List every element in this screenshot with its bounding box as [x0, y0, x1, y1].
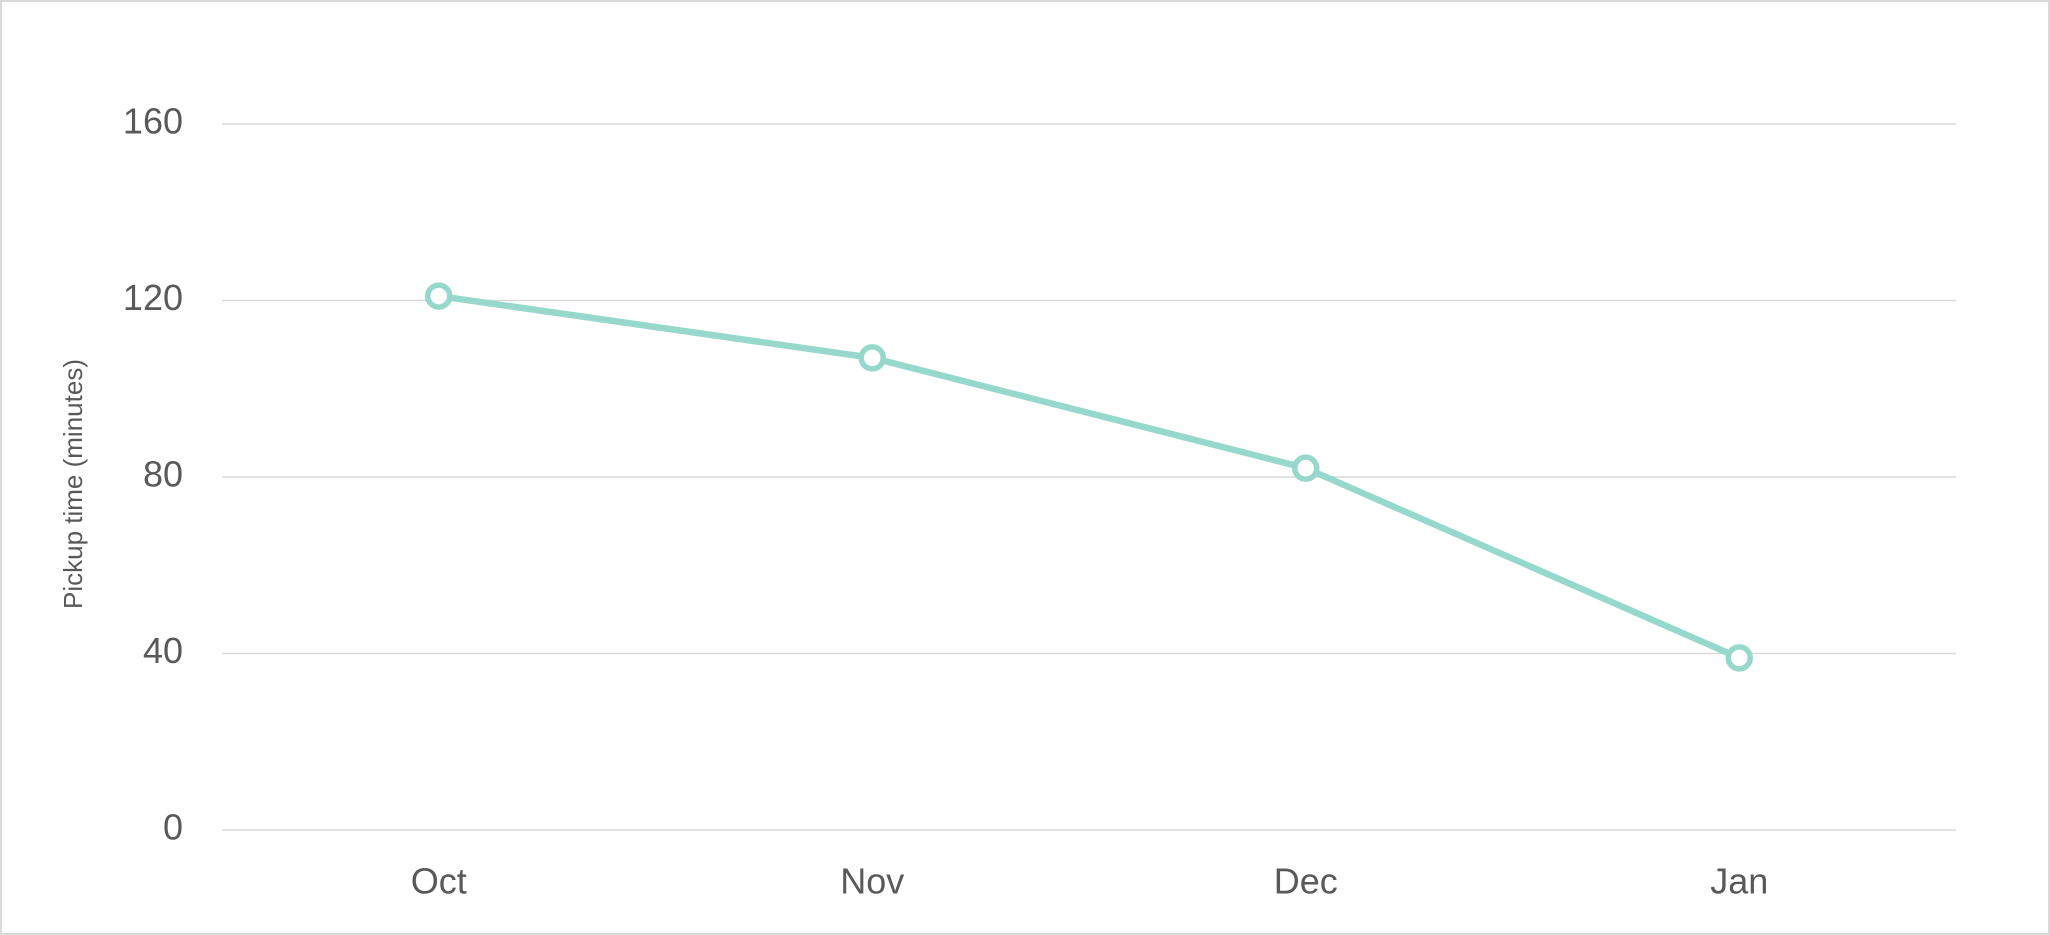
y-tick-label: 40 [143, 630, 183, 671]
y-tick-label: 80 [143, 454, 183, 495]
y-tick-label: 120 [123, 277, 183, 318]
line [438, 292, 1741, 661]
y-tick-label: 160 [123, 101, 183, 142]
marker [858, 344, 886, 372]
y-tick-label: 0 [163, 807, 183, 848]
y-axis-title: Pickup time (minutes) [58, 359, 88, 609]
marker [1725, 644, 1753, 672]
x-tick-label: Nov [840, 861, 904, 902]
marker [1292, 454, 1320, 482]
x-tick-label: Jan [1710, 861, 1768, 902]
x-tick-label: Dec [1274, 861, 1338, 902]
x-tick-label: Oct [411, 861, 467, 902]
marker [425, 282, 453, 310]
